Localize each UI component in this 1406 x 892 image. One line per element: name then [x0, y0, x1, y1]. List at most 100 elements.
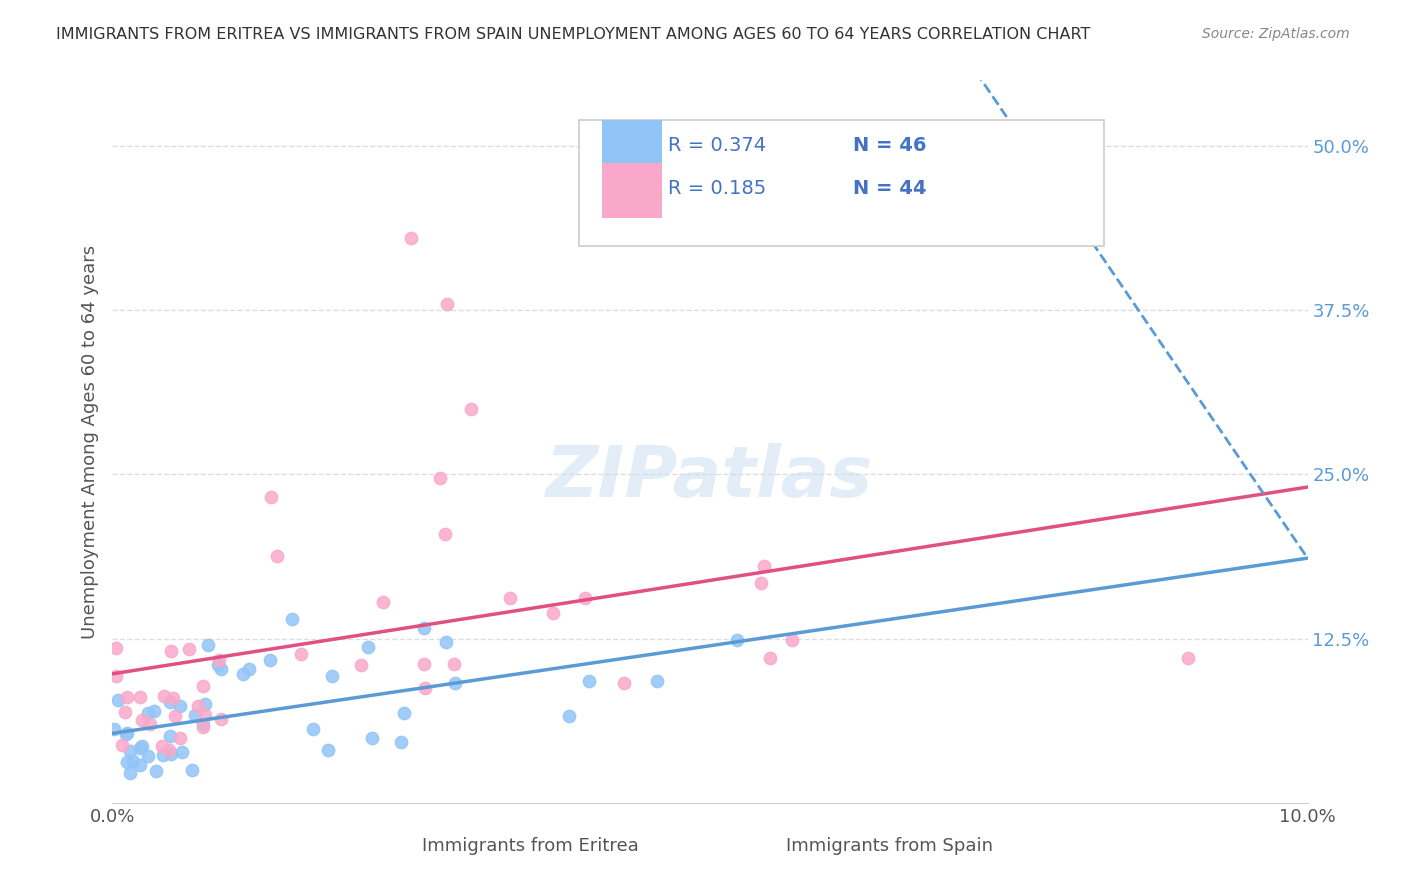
- Point: [103, 723, 125, 737]
- Point: [558, 708, 581, 723]
- Point: [754, 559, 776, 574]
- Point: [782, 632, 804, 647]
- Text: N = 46: N = 46: [853, 136, 927, 155]
- Point: [160, 747, 183, 762]
- Text: IMMIGRANTS FROM ERITREA VS IMMIGRANTS FROM SPAIN UNEMPLOYMENT AMONG AGES 60 TO 6: IMMIGRANTS FROM ERITREA VS IMMIGRANTS FR…: [56, 27, 1091, 42]
- Text: Immigrants from Spain: Immigrants from Spain: [786, 838, 993, 855]
- Point: [434, 635, 457, 649]
- Point: [401, 231, 423, 245]
- Point: [111, 738, 134, 752]
- Point: [187, 699, 209, 714]
- Point: [159, 729, 181, 743]
- Text: Immigrants from Eritrea: Immigrants from Eritrea: [422, 838, 640, 855]
- Point: [152, 689, 174, 703]
- Point: [321, 669, 343, 683]
- Point: [136, 706, 159, 721]
- Point: [541, 606, 564, 620]
- Point: [356, 640, 378, 654]
- Point: [413, 657, 436, 671]
- Point: [159, 696, 181, 710]
- Point: [301, 723, 323, 737]
- Text: Source: ZipAtlas.com: Source: ZipAtlas.com: [1202, 27, 1350, 41]
- Point: [209, 712, 232, 726]
- Point: [177, 642, 200, 657]
- Point: [266, 549, 288, 564]
- Point: [193, 720, 215, 734]
- Text: R = 0.374: R = 0.374: [668, 136, 766, 155]
- Point: [191, 679, 214, 693]
- Point: [128, 690, 150, 705]
- Point: [193, 717, 215, 731]
- Point: [290, 648, 312, 662]
- Point: [434, 527, 457, 541]
- Text: ZIPatlas: ZIPatlas: [547, 443, 873, 512]
- Point: [117, 726, 139, 740]
- Point: [160, 644, 183, 658]
- Point: [121, 754, 143, 768]
- FancyBboxPatch shape: [723, 821, 794, 864]
- Point: [172, 745, 194, 759]
- Point: [181, 763, 204, 777]
- Y-axis label: Unemployment Among Ages 60 to 64 years: Unemployment Among Ages 60 to 64 years: [80, 244, 98, 639]
- Point: [460, 401, 482, 416]
- Point: [394, 706, 416, 720]
- Point: [259, 490, 281, 504]
- Point: [162, 691, 184, 706]
- Point: [169, 698, 191, 713]
- Point: [413, 681, 436, 695]
- Point: [114, 727, 136, 741]
- Point: [152, 748, 174, 763]
- Point: [136, 749, 159, 764]
- Point: [574, 591, 596, 605]
- Point: [194, 707, 217, 722]
- FancyBboxPatch shape: [603, 163, 662, 218]
- Point: [444, 676, 467, 690]
- Point: [184, 708, 207, 723]
- Point: [129, 741, 152, 756]
- Point: [131, 714, 153, 728]
- Point: [725, 633, 748, 648]
- Point: [104, 669, 127, 683]
- Point: [613, 676, 636, 690]
- Point: [129, 758, 152, 772]
- Point: [209, 662, 232, 676]
- Point: [499, 591, 522, 605]
- Point: [443, 657, 465, 672]
- Point: [117, 755, 139, 769]
- Point: [436, 296, 458, 310]
- Point: [163, 709, 186, 723]
- Point: [238, 662, 260, 676]
- FancyBboxPatch shape: [603, 120, 662, 174]
- Point: [578, 674, 600, 689]
- Point: [169, 731, 191, 745]
- Point: [118, 744, 141, 758]
- Point: [373, 595, 395, 609]
- Point: [361, 731, 384, 745]
- Point: [105, 641, 128, 656]
- Point: [389, 735, 412, 749]
- Point: [759, 651, 782, 665]
- Point: [142, 704, 165, 718]
- Point: [207, 657, 229, 672]
- Point: [318, 742, 340, 756]
- Point: [115, 690, 138, 704]
- Point: [114, 705, 136, 719]
- Point: [350, 657, 373, 672]
- Point: [429, 471, 451, 485]
- Point: [207, 653, 229, 667]
- Point: [232, 666, 254, 681]
- Point: [150, 739, 173, 754]
- Point: [281, 612, 304, 626]
- FancyBboxPatch shape: [579, 120, 1105, 246]
- Point: [259, 652, 281, 666]
- Point: [107, 693, 129, 707]
- Point: [645, 673, 668, 688]
- Point: [197, 638, 219, 652]
- FancyBboxPatch shape: [370, 821, 441, 864]
- Point: [118, 766, 141, 780]
- Point: [139, 716, 162, 731]
- Point: [145, 764, 167, 778]
- Point: [1177, 651, 1199, 665]
- Text: N = 44: N = 44: [853, 179, 927, 198]
- Point: [194, 697, 217, 711]
